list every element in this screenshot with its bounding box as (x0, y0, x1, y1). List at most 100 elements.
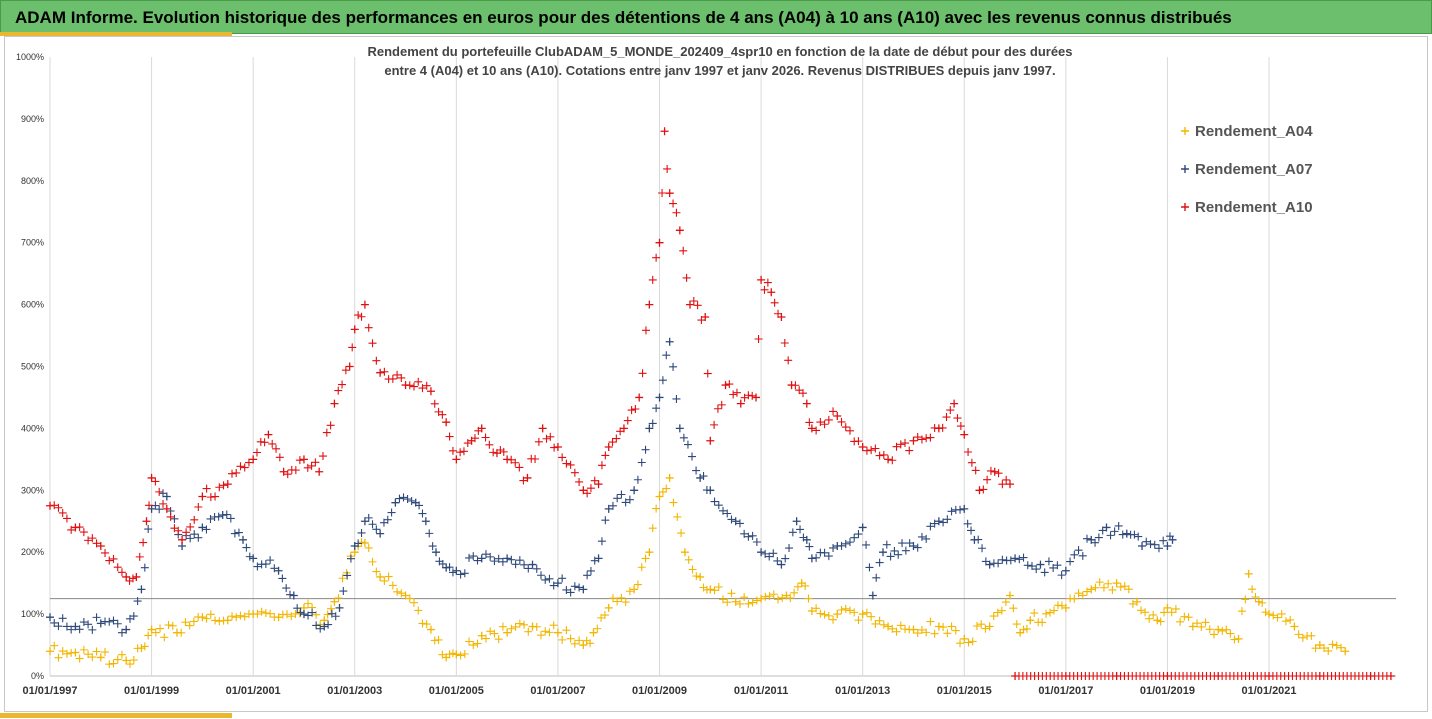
data-point-interp (58, 647, 67, 656)
data-point-interp (395, 494, 404, 503)
data-point (589, 628, 598, 637)
data-point-interp (92, 539, 101, 548)
data-point-interp (323, 610, 332, 619)
data-point-interp (631, 404, 640, 413)
data-point-interp (943, 629, 952, 638)
data-point-interp (129, 656, 138, 665)
data-point (376, 572, 385, 581)
data-point-interp (723, 598, 732, 607)
data-point-interp (633, 475, 642, 484)
data-point-interp (865, 563, 874, 572)
data-point (503, 554, 512, 563)
data-point-interp (917, 435, 926, 444)
data-point-interp (186, 534, 195, 543)
data-point-interp (534, 437, 543, 446)
data-point-interp (174, 526, 183, 535)
data-point (579, 585, 588, 594)
x-tick-label: 01/01/2013 (835, 685, 890, 697)
data-point-interp (1332, 641, 1341, 650)
data-point-interp (308, 608, 317, 617)
data-point-interp (769, 549, 778, 558)
data-point-interp (892, 627, 901, 636)
data-point-interp (641, 445, 650, 454)
data-point-interp (364, 513, 373, 522)
data-point-interp (117, 568, 126, 577)
legend-marker (1181, 165, 1189, 173)
data-point (604, 603, 613, 612)
data-point-interp (790, 588, 799, 597)
data-point-interp (1298, 633, 1307, 642)
data-point-interp (542, 434, 551, 443)
data-point-interp (740, 593, 749, 602)
data-point-interp (190, 530, 199, 539)
data-point-interp (1237, 607, 1246, 616)
data-point (1061, 603, 1070, 612)
data-point-interp (1307, 631, 1316, 640)
data-point (680, 548, 689, 557)
data-point-interp (418, 509, 427, 518)
data-point-interp (717, 400, 726, 409)
data-point-interp (214, 512, 223, 521)
data-point-interp (784, 356, 793, 365)
data-point (137, 644, 146, 653)
data-point-interp (1001, 598, 1010, 607)
data-point (833, 412, 842, 421)
data-point-interp (470, 434, 479, 443)
data-point (198, 492, 207, 501)
data-point-interp (1197, 622, 1206, 631)
data-point-interp (978, 544, 987, 553)
data-point-interp (211, 492, 220, 501)
x-tick-label: 01/01/2003 (327, 685, 382, 697)
data-point-interp (1091, 583, 1100, 592)
data-point-interp (862, 540, 871, 549)
data-point-interp (215, 483, 224, 492)
data-point-interp (128, 574, 137, 583)
data-point-interp (648, 275, 657, 284)
data-point-interp (304, 599, 313, 608)
data-point-interp (1286, 615, 1295, 624)
data-point-interp (1159, 536, 1168, 545)
data-point-interp (322, 428, 331, 437)
data-point-interp (752, 596, 761, 605)
data-point-interp (285, 590, 294, 599)
data-point-interp (770, 298, 779, 307)
data-point-interp (357, 528, 366, 537)
data-point-interp (926, 617, 935, 626)
data-point-interp (485, 440, 494, 449)
data-point-interp (798, 389, 807, 398)
data-point-interp (854, 530, 863, 539)
data-point (619, 424, 628, 433)
data-point-interp (303, 463, 312, 472)
data-point-interp (652, 253, 661, 262)
data-point (635, 393, 644, 402)
data-point-interp (956, 422, 965, 431)
data-point (264, 430, 273, 439)
data-point-interp (558, 453, 567, 462)
chart-frame (4, 36, 1428, 712)
data-point-interp (549, 621, 558, 630)
data-point-interp (101, 548, 110, 557)
data-point-interp (499, 447, 508, 456)
data-point-interp (1044, 557, 1053, 566)
data-point-interp (820, 610, 829, 619)
data-point-interp (662, 484, 671, 493)
data-point (960, 430, 969, 439)
data-point-interp (1201, 618, 1210, 627)
data-point-interp (266, 556, 275, 565)
data-point-interp (140, 642, 149, 651)
data-point-interp (415, 501, 424, 510)
data-point-interp (232, 613, 241, 622)
data-point-interp (222, 510, 231, 519)
data-point (289, 591, 298, 600)
data-point-interp (901, 546, 910, 555)
data-point-interp (354, 311, 363, 320)
data-point-interp (600, 611, 609, 620)
data-point-interp (428, 542, 437, 551)
data-point (249, 554, 258, 563)
data-point (71, 648, 80, 657)
data-point-interp (688, 565, 697, 574)
data-point-interp (364, 323, 373, 332)
data-point-interp (230, 529, 239, 538)
data-point-interp (490, 629, 499, 638)
data-point-interp (682, 273, 691, 282)
